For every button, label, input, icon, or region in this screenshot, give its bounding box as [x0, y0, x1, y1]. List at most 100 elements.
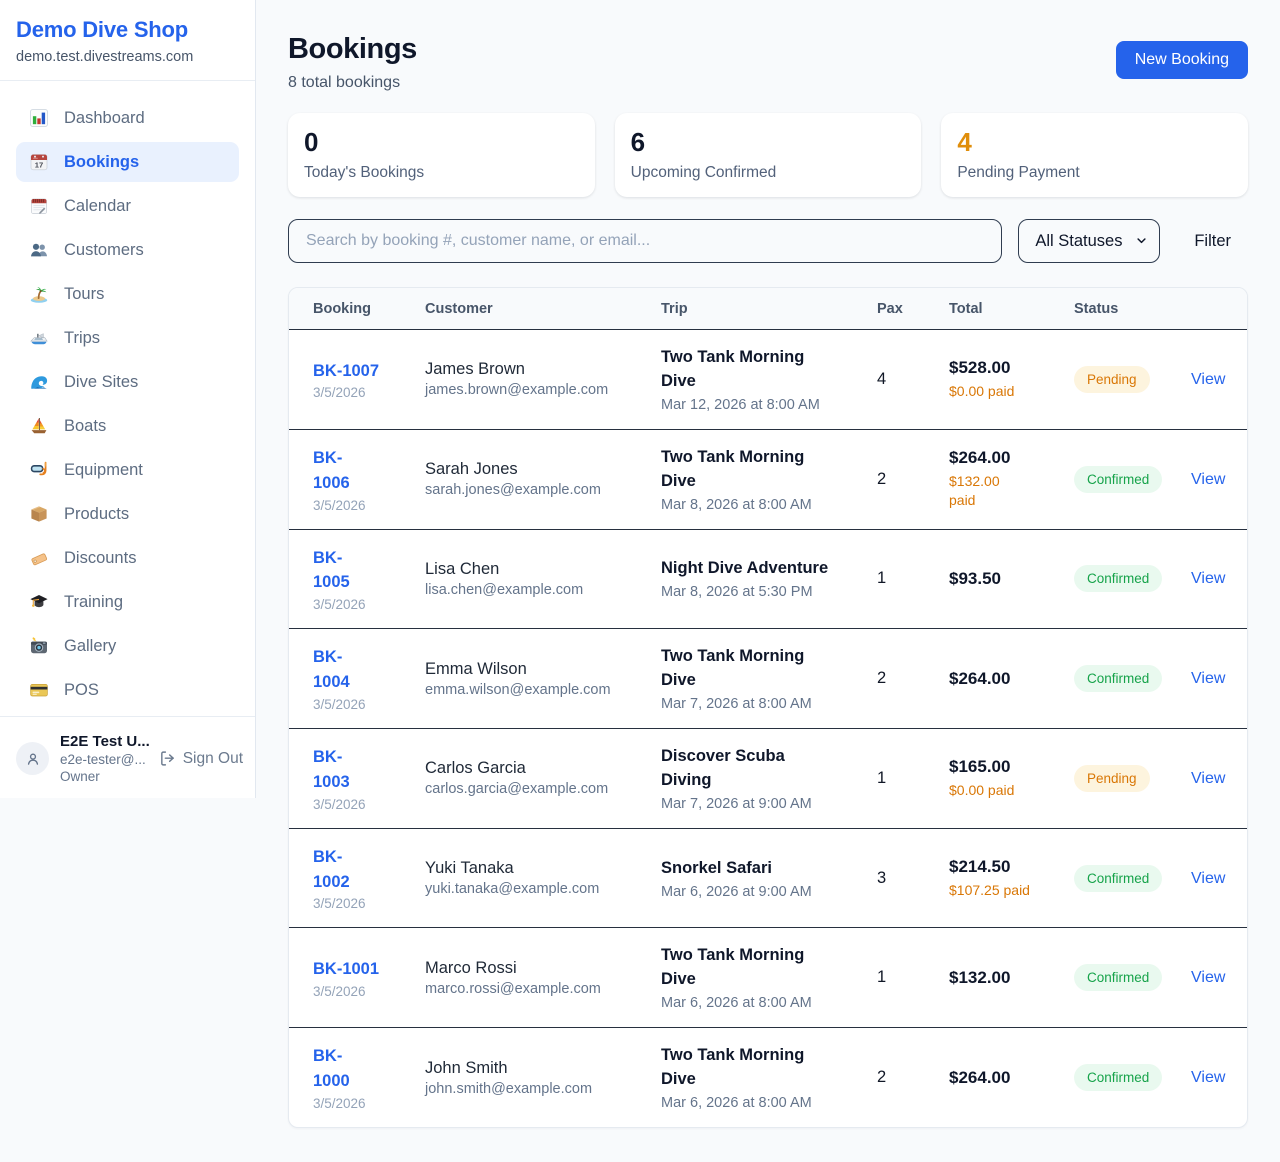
sidebar-item-gallery[interactable]: Gallery [16, 626, 239, 666]
stat-value: 4 [957, 127, 972, 157]
gallery-icon [29, 636, 49, 656]
paid-amount: $132.00 paid [949, 473, 1000, 509]
booking-code-link[interactable]: BK-1006 [313, 449, 350, 492]
booking-code-link[interactable]: BK-1005 [313, 548, 350, 592]
sidebar-item-equipment[interactable]: Equipment [16, 450, 239, 490]
trip-cell: Two Tank Morning Dive Mar 6, 2026 at 8:0… [661, 1027, 877, 1128]
table-header-row: Booking Customer Trip Pax Total Status [289, 288, 1247, 330]
view-link[interactable]: View [1191, 869, 1226, 887]
sidebar-item-boats[interactable]: Boats [16, 406, 239, 446]
paid-amount: $107.25 paid [949, 881, 1030, 898]
booking-row: BK-1005 3/5/2026 Lisa Chen lisa.chen@exa… [289, 528, 1247, 629]
sidebar-item-products[interactable]: Products [16, 494, 239, 534]
page-header: Bookings 8 total bookings New Booking [288, 33, 1248, 92]
trip-time: Mar 6, 2026 at 9:00 AM [661, 883, 812, 900]
customer-email: marco.rossi@example.com [425, 980, 601, 997]
stat-value: 0 [304, 127, 319, 157]
booking-date: 3/5/2026 [313, 796, 366, 812]
trip-name: Two Tank Morning Dive [661, 946, 805, 989]
status-cell: Confirmed [1074, 528, 1191, 629]
sidebar-item-discounts[interactable]: Discounts [16, 538, 239, 578]
col-header-pax: Pax [877, 288, 949, 330]
pax-cell: 2 [877, 1027, 949, 1128]
search-input[interactable] [288, 219, 1003, 263]
booking-code-link[interactable]: BK-1002 [313, 847, 350, 891]
filter-button[interactable]: Filter [1177, 232, 1248, 251]
actions-cell: View [1191, 728, 1247, 829]
total-amount: $132.00 [949, 967, 1011, 987]
actions-cell: View [1191, 927, 1247, 1028]
user-box: E2E Test U... e2e-tester@... Owner Sign … [0, 716, 255, 798]
sidebar-item-tours[interactable]: Tours [16, 274, 239, 314]
view-link[interactable]: View [1191, 969, 1226, 987]
page-title-block: Bookings 8 total bookings [288, 33, 417, 92]
booking-row: BK-1006 3/5/2026 Sarah Jones sarah.jones… [289, 428, 1247, 530]
customer-cell: Sarah Jones sarah.jones@example.com [425, 428, 661, 530]
status-badge: Pending [1074, 764, 1150, 792]
status-badge: Confirmed [1074, 964, 1163, 992]
customer-name: Yuki Tanaka [425, 859, 514, 878]
trip-name: Two Tank Morning Dive [661, 447, 805, 490]
sidebar-item-bookings[interactable]: 17 Bookings [16, 142, 239, 182]
sidebar-item-label: Gallery [64, 636, 117, 655]
booking-code-link[interactable]: BK-1004 [313, 648, 350, 692]
sidebar-item-customers[interactable]: Customers [16, 230, 239, 270]
trip-cell: Discover Scuba Diving Mar 7, 2026 at 9:0… [661, 728, 877, 829]
pax-cell: 1 [877, 927, 949, 1028]
dashboard-icon [29, 108, 49, 128]
trip-cell: Snorkel Safari Mar 6, 2026 at 9:00 AM [661, 827, 877, 928]
sidebar-item-label: Calendar [64, 196, 131, 215]
total-amount: $264.00 [949, 1067, 1011, 1087]
actions-cell: View [1191, 528, 1247, 629]
sidebar-item-label: Trips [64, 328, 101, 347]
status-select[interactable]: All Statuses [1018, 219, 1161, 263]
view-link[interactable]: View [1191, 1069, 1226, 1087]
brand-name: Demo Dive Shop [16, 17, 189, 42]
booking-code-link[interactable]: BK-1007 [313, 361, 380, 380]
total-amount: $165.00 [949, 757, 1011, 776]
pos-icon [29, 680, 49, 700]
booking-date: 3/5/2026 [313, 983, 366, 999]
stat-value: 6 [630, 127, 646, 157]
trip-name: Two Tank Morning Dive [661, 1046, 805, 1089]
new-booking-button[interactable]: New Booking [1115, 41, 1248, 79]
paid-amount: $0.00 paid [949, 382, 1015, 399]
booking-date: 3/5/2026 [313, 597, 366, 613]
trip-cell: Night Dive Adventure Mar 8, 2026 at 5:30… [661, 528, 877, 629]
total-cell: $264.00 [949, 628, 1074, 729]
view-link[interactable]: View [1191, 769, 1226, 787]
total-cell: $93.50 [949, 528, 1074, 629]
customer-name: Sarah Jones [425, 460, 518, 479]
total-cell: $528.00 $0.00 paid [949, 330, 1074, 430]
view-link[interactable]: View [1191, 670, 1226, 688]
bookings-table: Booking Customer Trip Pax Total Status B… [289, 288, 1247, 1128]
sidebar-item-label: Dashboard [64, 108, 145, 127]
view-link[interactable]: View [1191, 370, 1226, 388]
customer-cell: John Smith john.smith@example.com [425, 1027, 661, 1128]
sidebar-item-training[interactable]: Training [16, 582, 239, 622]
sidebar-item-dashboard[interactable]: Dashboard [16, 98, 239, 138]
sidebar-item-label: Bookings [64, 152, 140, 171]
booking-code-link[interactable]: BK-1001 [313, 959, 380, 978]
view-link[interactable]: View [1191, 570, 1226, 588]
booking-code-link[interactable]: BK-1000 [313, 1047, 350, 1091]
customer-email: sarah.jones@example.com [425, 482, 601, 499]
customer-email: james.brown@example.com [425, 382, 609, 399]
pax-cell: 1 [877, 728, 949, 829]
sign-out-button[interactable]: Sign Out [159, 750, 243, 768]
status-cell: Pending [1074, 728, 1191, 829]
sidebar-item-dive-sites[interactable]: Dive Sites [16, 362, 239, 402]
sidebar-item-trips[interactable]: Trips [16, 318, 239, 358]
pax-cell: 2 [877, 628, 949, 729]
page-title: Bookings [288, 33, 417, 65]
booking-code-link[interactable]: BK-1003 [313, 748, 350, 791]
sidebar-item-pos[interactable]: POS [16, 670, 239, 710]
user-role: Owner [60, 769, 100, 784]
sidebar-item-label: Discounts [64, 548, 137, 567]
customer-email: yuki.tanaka@example.com [425, 881, 600, 898]
customer-name: James Brown [425, 360, 525, 379]
sidebar-item-calendar[interactable]: Calendar [16, 186, 239, 226]
view-link[interactable]: View [1191, 470, 1226, 488]
stat-label: Today's Bookings [304, 163, 425, 181]
